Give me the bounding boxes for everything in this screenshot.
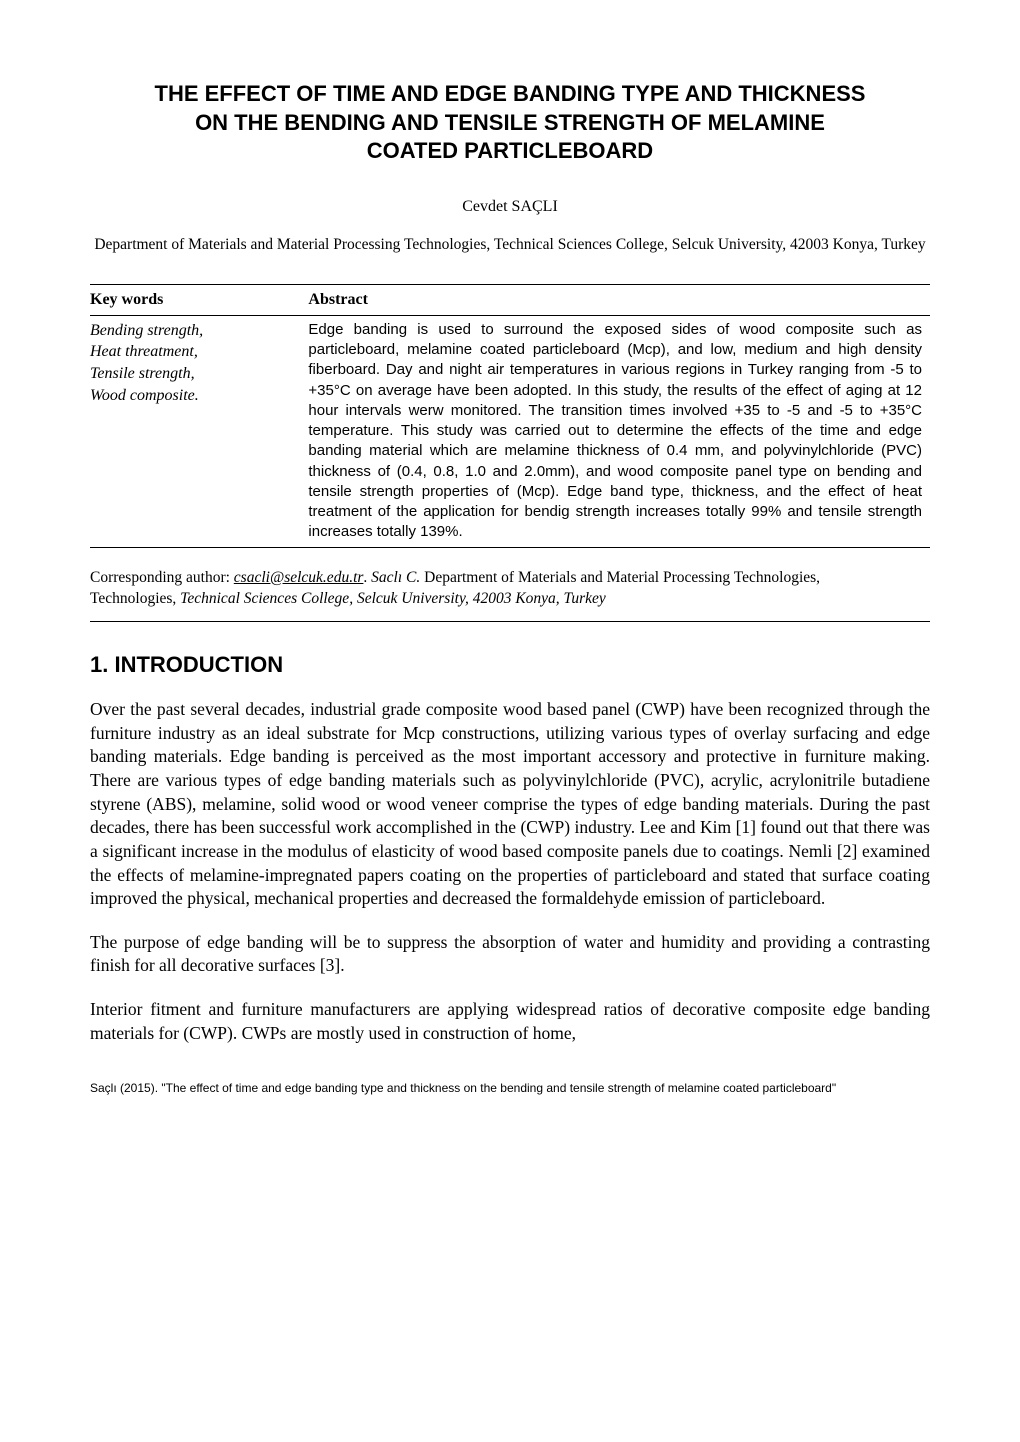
divider	[90, 621, 930, 622]
paragraph: The purpose of edge banding will be to s…	[90, 931, 930, 978]
corresponding-address: Technical Sciences College, Selcuk Unive…	[180, 590, 606, 607]
corresponding-dept: Department of Materials and Material Pro…	[420, 569, 820, 586]
keywords-header: Key words	[90, 285, 308, 316]
corresponding-lead: Corresponding author:	[90, 569, 234, 586]
paper-title: THE EFFECT OF TIME AND EDGE BANDING TYPE…	[90, 80, 930, 166]
keyword-item: Wood composite.	[90, 385, 300, 407]
author-name: Cevdet SAÇLI	[90, 196, 930, 218]
author-affiliation: Department of Materials and Material Pro…	[90, 235, 930, 256]
title-line-2: ON THE BENDING AND TENSILE STRENGTH OF M…	[195, 110, 825, 135]
table-header-row: Key words Abstract	[90, 285, 930, 316]
corresponding-email[interactable]: csacli@selcuk.edu.tr	[234, 569, 364, 586]
table-body-row: Bending strength, Heat threatment, Tensi…	[90, 315, 930, 547]
title-line-1: THE EFFECT OF TIME AND EDGE BANDING TYPE…	[155, 81, 866, 106]
keywords-cell: Bending strength, Heat threatment, Tensi…	[90, 315, 308, 547]
footer-citation: Saçlı (2015). "The effect of time and ed…	[90, 1081, 930, 1097]
abstract-text: Edge banding is used to surround the exp…	[308, 320, 922, 543]
abstract-cell: Edge banding is used to surround the exp…	[308, 315, 930, 547]
paragraph: Over the past several decades, industria…	[90, 698, 930, 911]
abstract-header: Abstract	[308, 285, 930, 316]
title-line-3: COATED PARTICLEBOARD	[367, 138, 653, 163]
corresponding-author: Corresponding author: csacli@selcuk.edu.…	[90, 568, 930, 610]
keyword-item: Bending strength,	[90, 320, 300, 342]
paragraph: Interior fitment and furniture manufactu…	[90, 998, 930, 1045]
corresponding-name: Saclı C.	[371, 569, 420, 586]
keyword-item: Heat threatment,	[90, 341, 300, 363]
section-heading: 1. INTRODUCTION	[90, 650, 930, 680]
keywords-abstract-table: Key words Abstract Bending strength, Hea…	[90, 284, 930, 547]
keyword-item: Tensile strength,	[90, 363, 300, 385]
